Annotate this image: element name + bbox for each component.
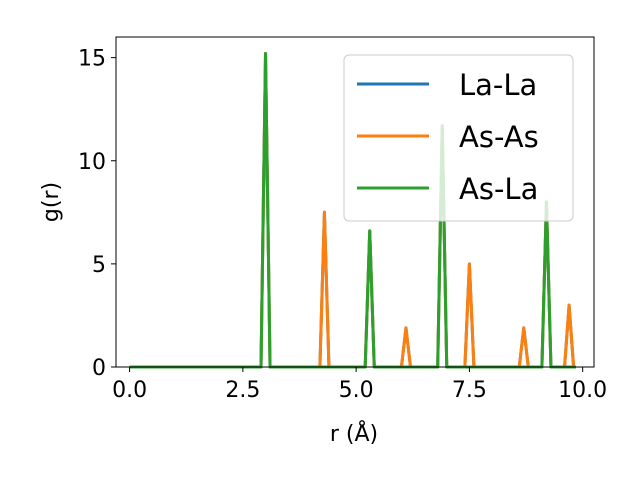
- x-tick-label: 0.0: [112, 378, 147, 403]
- legend-label-as-la: As-La: [459, 172, 538, 206]
- x-tick-label: 2.5: [225, 378, 260, 403]
- legend: La-La As-As As-La: [343, 54, 574, 222]
- y-axis-label: g(r): [39, 182, 64, 222]
- legend-label-as-as: As-As: [459, 120, 539, 154]
- y-tick-label: 0: [92, 356, 106, 381]
- y-tick-label: 5: [92, 253, 106, 278]
- x-tick-label: 7.5: [452, 378, 487, 403]
- legend-box: [343, 54, 574, 222]
- x-tick-label: 5.0: [339, 378, 374, 403]
- y-tick-label: 10: [78, 150, 106, 175]
- y-tick-label: 15: [78, 47, 106, 72]
- x-axis-label: r (Å): [330, 420, 378, 447]
- ticks-layer: 0.0 2.5 5.0 7.5 10.0 0 5 10 15: [78, 47, 607, 403]
- plot-frame: [115, 36, 595, 368]
- legend-label-la-la: La-La: [459, 68, 537, 102]
- x-tick-label: 10.0: [558, 378, 607, 403]
